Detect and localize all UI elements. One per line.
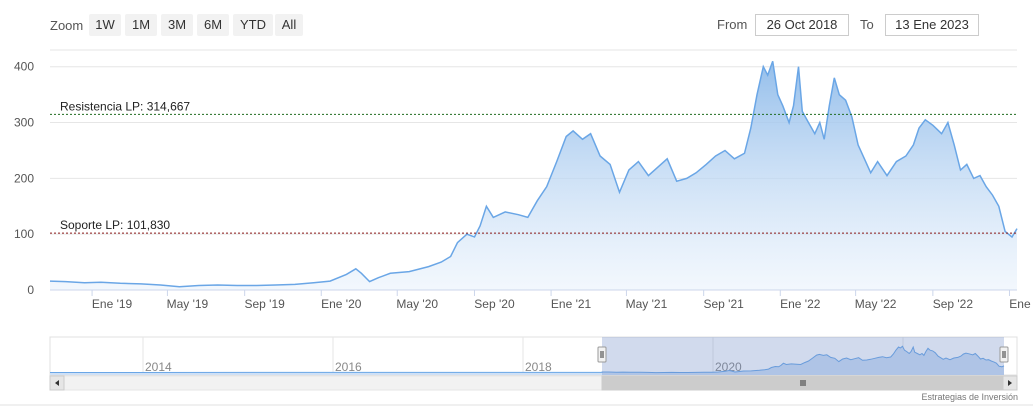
to-label: To bbox=[860, 17, 874, 32]
navigator[interactable]: 20142016201820202022 bbox=[0, 336, 1033, 406]
support-label: Soporte LP: 101,830 bbox=[60, 218, 170, 232]
x-tick-label: Ene '19 bbox=[92, 297, 133, 311]
series-area bbox=[49, 60, 1018, 291]
x-tick-label: Ene '21 bbox=[551, 297, 592, 311]
zoom-ytd-button[interactable]: YTD bbox=[233, 14, 273, 36]
navigator-year-label: 2020 bbox=[715, 360, 742, 374]
series-area-fill bbox=[50, 61, 1017, 291]
from-date-input[interactable]: 26 Oct 2018 bbox=[755, 14, 849, 36]
resistance-label: Resistencia LP: 314,667 bbox=[60, 99, 190, 113]
series-line bbox=[49, 60, 1018, 288]
navigator-left-handle[interactable] bbox=[597, 346, 607, 363]
x-tick-label: May '19 bbox=[167, 297, 209, 311]
chevron-left-icon bbox=[55, 380, 59, 386]
zoom-1w-button[interactable]: 1W bbox=[89, 14, 121, 36]
y-tick-label: 100 bbox=[14, 227, 34, 241]
navigator-selection[interactable] bbox=[602, 337, 1004, 375]
y-tick-label: 400 bbox=[14, 60, 34, 74]
navigator-year-label: 2014 bbox=[145, 360, 172, 374]
x-tick-label: May '22 bbox=[855, 297, 897, 311]
x-tick-label: Sep '22 bbox=[933, 297, 974, 311]
y-tick-label: 0 bbox=[27, 283, 34, 297]
from-label: From bbox=[717, 17, 748, 32]
x-tick-label: Sep '19 bbox=[244, 297, 285, 311]
x-tick-label: Ene '22 bbox=[780, 297, 821, 311]
x-axis: Ene '19 May '19 Sep '19 Ene '20 May '20 Sep '… bbox=[50, 289, 1033, 311]
navigator-series-line bbox=[49, 345, 1005, 374]
zoom-label: Zoom bbox=[50, 18, 84, 33]
navigator-series-fill bbox=[50, 346, 1004, 375]
y-tick-label: 200 bbox=[14, 171, 34, 185]
x-tick-label: May '20 bbox=[396, 297, 438, 311]
zoom-3m-button[interactable]: 3M bbox=[161, 14, 193, 36]
x-tick-label: Sep '20 bbox=[474, 297, 515, 311]
zoom-6m-button[interactable]: 6M bbox=[197, 14, 229, 36]
to-date-input[interactable]: 13 Ene 2023 bbox=[885, 14, 979, 36]
navigator-right-handle[interactable] bbox=[999, 346, 1009, 363]
credits-text: Estrategias de Inversión bbox=[921, 392, 1018, 402]
x-tick-label: Sep '21 bbox=[704, 297, 745, 311]
navigator-year-label: 2018 bbox=[525, 360, 552, 374]
range-selector: Zoom 1W 1M 3M 6M YTD All From 26 Oct 201… bbox=[0, 0, 1033, 50]
y-axis: 0 100 200 300 400 bbox=[14, 60, 34, 297]
navigator-year-label: 2016 bbox=[335, 360, 362, 374]
x-tick-label: May '21 bbox=[626, 297, 668, 311]
zoom-all-button[interactable]: All bbox=[275, 14, 303, 36]
y-tick-label: 300 bbox=[14, 116, 34, 130]
x-tick-label: Ene '23 bbox=[1009, 297, 1033, 311]
plot-lines: Resistencia LP: 314,667 Soporte LP: 101,8… bbox=[50, 99, 1017, 234]
chevron-right-icon bbox=[1008, 380, 1012, 386]
zoom-1m-button[interactable]: 1M bbox=[125, 14, 157, 36]
x-tick-label: Ene '20 bbox=[321, 297, 362, 311]
